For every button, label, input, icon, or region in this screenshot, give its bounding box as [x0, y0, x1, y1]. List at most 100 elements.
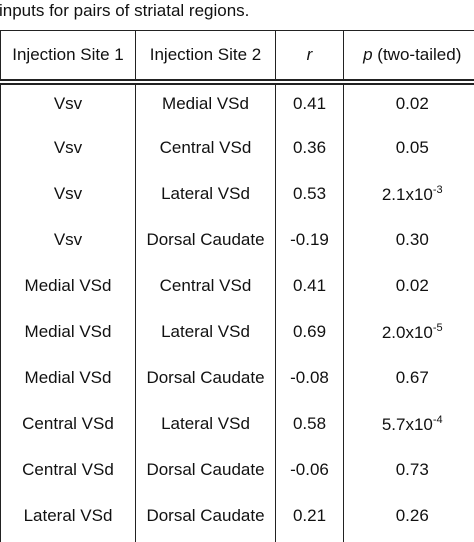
header-text-rest: (two-tailed) — [377, 45, 461, 64]
cell-text: 0.02 — [396, 276, 429, 295]
table-cell: -0.19 — [276, 220, 344, 266]
header-cell: p (two-tailed) — [344, 31, 474, 83]
cell-text: -0.19 — [290, 230, 329, 249]
cell-text: Vsv — [54, 230, 82, 249]
cell-text-mantissa: 2.0x10 — [382, 323, 433, 342]
cell-text: Lateral VSd — [161, 414, 250, 433]
table-cell: 0.58 — [276, 404, 344, 450]
table-cell: 0.67 — [344, 358, 474, 404]
header-text: Injection Site 1 — [12, 45, 124, 64]
cell-text: -0.08 — [290, 368, 329, 387]
table-cell: Lateral VSd — [1, 496, 136, 542]
cell-text-mantissa: 2.1x10 — [382, 185, 433, 204]
cell-text: 0.21 — [293, 506, 326, 525]
cell-text: Vsv — [54, 138, 82, 157]
table-row: Medial VSd Central VSd 0.41 0.02 — [1, 266, 474, 312]
table-cell: 0.26 — [344, 496, 474, 542]
table-row: Medial VSd Dorsal Caudate -0.08 0.67 — [1, 358, 474, 404]
table-cell: Lateral VSd — [136, 174, 276, 220]
table-row: Vsv Dorsal Caudate -0.19 0.30 — [1, 220, 474, 266]
cell-text: 0.41 — [293, 276, 326, 295]
table-cell: Central VSd — [1, 450, 136, 496]
cell-text: Lateral VSd — [24, 506, 113, 525]
cell-text-exponent: -5 — [433, 322, 443, 334]
table-row: Central VSd Dorsal Caudate -0.06 0.73 — [1, 450, 474, 496]
caption: inputs for pairs of striatal regions. — [0, 0, 249, 22]
table-cell: Vsv — [1, 128, 136, 174]
table-cell: Dorsal Caudate — [136, 450, 276, 496]
cell-text: Medial VSd — [25, 322, 112, 341]
cell-text: Medial VSd — [162, 94, 249, 113]
table-cell: 2.1x10-3 — [344, 174, 474, 220]
cell-text: 0.67 — [396, 368, 429, 387]
cell-text: 0.05 — [396, 138, 429, 157]
table-cell: 0.02 — [344, 266, 474, 312]
table-cell: 2.0x10-5 — [344, 312, 474, 358]
table-cell: 0.36 — [276, 128, 344, 174]
header-text-symbol: r — [307, 45, 313, 64]
table-cell: -0.08 — [276, 358, 344, 404]
header-text: Injection Site 2 — [150, 45, 262, 64]
table-cell: 0.41 — [276, 82, 344, 128]
table-cell: Lateral VSd — [136, 404, 276, 450]
header-cell: Injection Site 2 — [136, 31, 276, 83]
cell-text-mantissa: 5.7x10 — [382, 415, 433, 434]
cell-text: Lateral VSd — [161, 184, 250, 203]
table-row: Vsv Medial VSd 0.41 0.02 — [1, 82, 474, 128]
cell-text: 0.26 — [396, 506, 429, 525]
header-row: Injection Site 1 Injection Site 2 r p (two-… — [1, 31, 474, 83]
cell-text: Dorsal Caudate — [146, 460, 264, 479]
cell-text: Dorsal Caudate — [146, 368, 264, 387]
table-row: Vsv Lateral VSd 0.53 2.1x10-3 — [1, 174, 474, 220]
table-cell: Vsv — [1, 174, 136, 220]
cell-text: Dorsal Caudate — [146, 230, 264, 249]
table-cell: 0.53 — [276, 174, 344, 220]
table-cell: 5.7x10-4 — [344, 404, 474, 450]
table-cell: 0.41 — [276, 266, 344, 312]
cell-text: Central VSd — [160, 276, 252, 295]
table-cell: Medial VSd — [1, 358, 136, 404]
header-text-symbol: p — [363, 45, 372, 64]
cell-text: Medial VSd — [25, 276, 112, 295]
table-cell: Central VSd — [1, 404, 136, 450]
cell-text: 0.53 — [293, 184, 326, 203]
cell-text: Lateral VSd — [161, 322, 250, 341]
cell-text: Medial VSd — [25, 368, 112, 387]
table-cell: -0.06 — [276, 450, 344, 496]
cell-text: Central VSd — [22, 414, 114, 433]
table-cell: Dorsal Caudate — [136, 220, 276, 266]
cell-text: -0.06 — [290, 460, 329, 479]
table-cell: Medial VSd — [1, 266, 136, 312]
cell-text: Central VSd — [22, 460, 114, 479]
table-cell: Dorsal Caudate — [136, 358, 276, 404]
cell-text-exponent: -3 — [433, 184, 443, 196]
page: inputs for pairs of striatal regions. In… — [0, 0, 474, 526]
table-cell: 0.05 — [344, 128, 474, 174]
table-cell: Vsv — [1, 220, 136, 266]
table-cell: Vsv — [1, 82, 136, 128]
table-cell: 0.30 — [344, 220, 474, 266]
table-cell: Central VSd — [136, 128, 276, 174]
cell-text: Central VSd — [160, 138, 252, 157]
cell-text-exponent: -4 — [433, 414, 443, 426]
header-cell: Injection Site 1 — [1, 31, 136, 83]
header-cell: r — [276, 31, 344, 83]
cell-text: Vsv — [54, 94, 82, 113]
cell-text: 0.30 — [396, 230, 429, 249]
cell-text: 0.41 — [293, 94, 326, 113]
cell-text: 0.58 — [293, 414, 326, 433]
table-cell: Dorsal Caudate — [136, 496, 276, 542]
table-row: Lateral VSd Dorsal Caudate 0.21 0.26 — [1, 496, 474, 542]
table-cell: Medial VSd — [136, 82, 276, 128]
table-cell: 0.02 — [344, 82, 474, 128]
cell-text: Dorsal Caudate — [146, 506, 264, 525]
table-cell: 0.73 — [344, 450, 474, 496]
cell-text: Vsv — [54, 184, 82, 203]
table: Injection Site 1 Injection Site 2 r p (two-… — [0, 30, 474, 542]
cell-text: 0.73 — [396, 460, 429, 479]
table-cell: 0.69 — [276, 312, 344, 358]
table-row: Vsv Central VSd 0.36 0.05 — [1, 128, 474, 174]
table-cell: Central VSd — [136, 266, 276, 312]
